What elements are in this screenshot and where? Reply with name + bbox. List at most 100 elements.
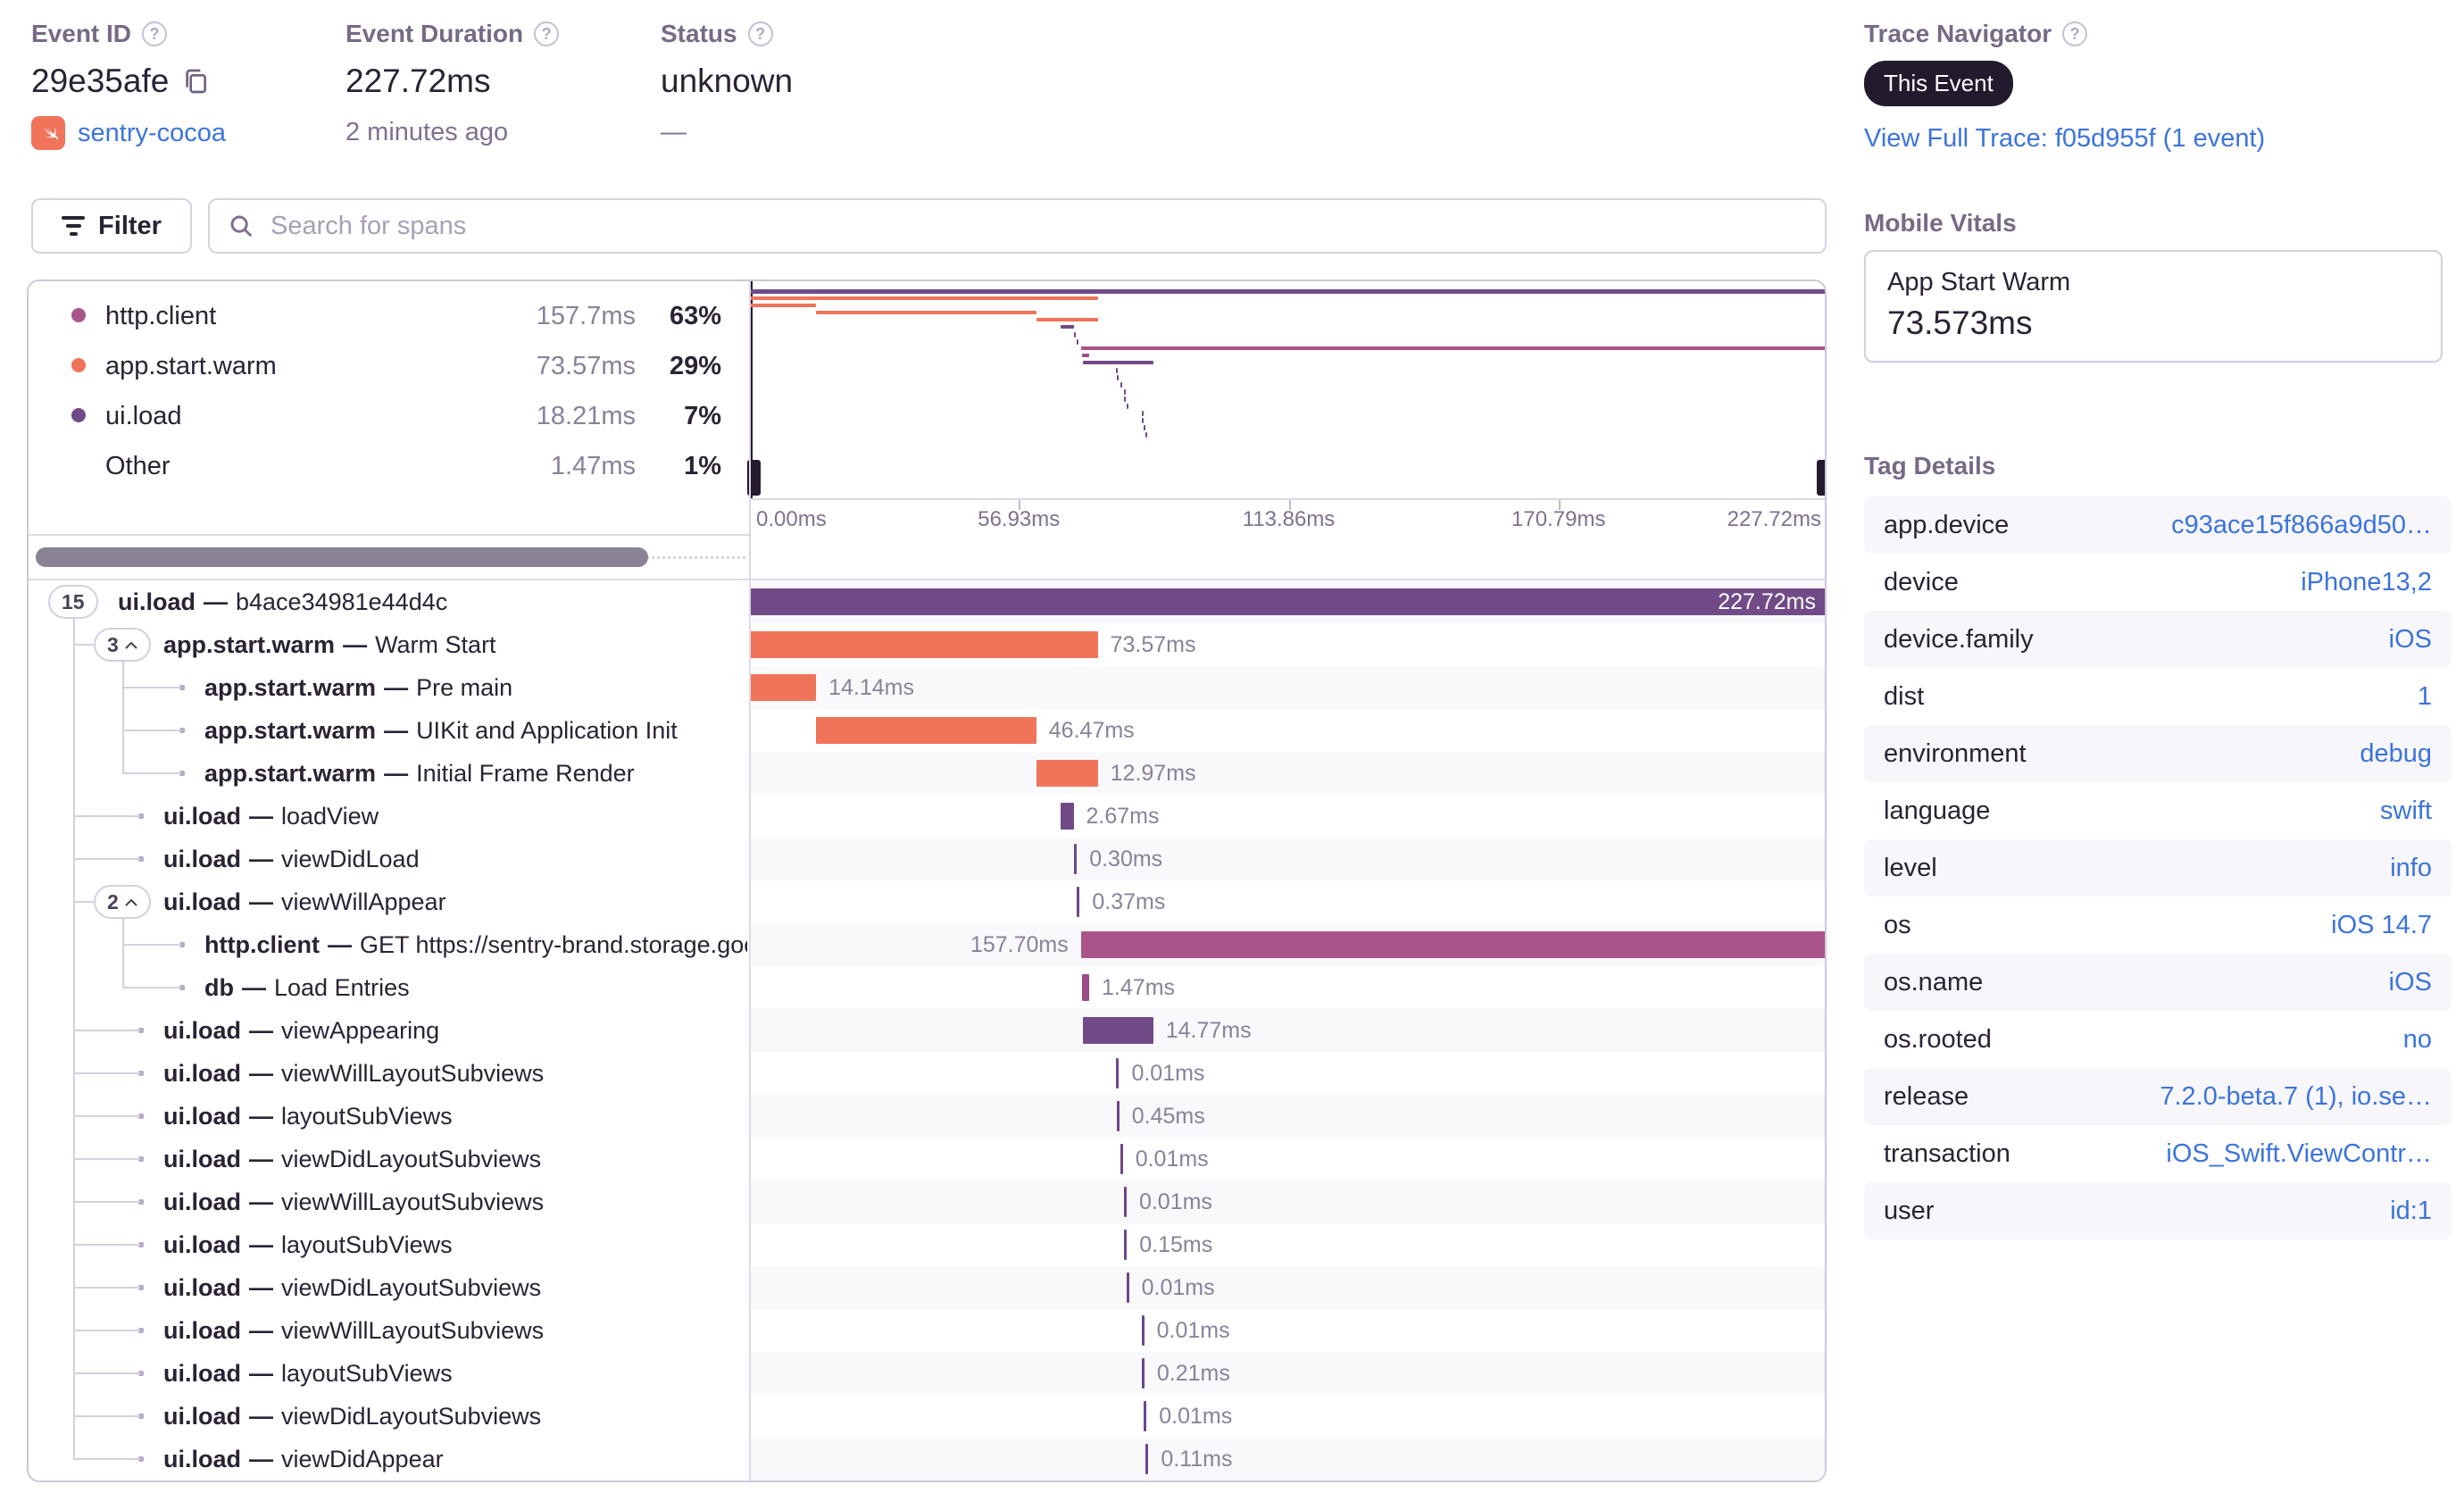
span-row-app.start.warm[interactable]: app.start.warm — Pre main 14.14ms <box>29 666 1825 709</box>
span-row-ui.load[interactable]: 15 ui.load — b4ace34981e44d4c 227.72ms <box>29 580 1825 623</box>
span-bar-app.start.warm[interactable] <box>1036 760 1098 787</box>
app.start.warm-legend-dot <box>71 358 86 372</box>
span-tree-cell: ui.load — viewDidLayoutSubviews <box>29 1266 747 1309</box>
span-row-db[interactable]: db — Load Entries 1.47ms <box>29 966 1825 1009</box>
span-bar-ui.load[interactable] <box>1120 1144 1123 1174</box>
span-duration-label: 0.01ms <box>1135 1147 1209 1172</box>
row-stripe <box>749 1095 1825 1138</box>
span-separator: — <box>328 931 352 958</box>
copy-icon[interactable] <box>181 67 210 96</box>
tag-value-link[interactable]: id:1 <box>2390 1196 2432 1225</box>
tag-value-link[interactable]: iOS <box>2388 624 2432 654</box>
span-bar-ui.load[interactable] <box>1116 1058 1120 1088</box>
span-children-badge[interactable]: 15 <box>48 585 98 619</box>
span-bar-ui.load[interactable] <box>1141 1315 1145 1346</box>
span-row-http.client[interactable]: http.client — GET https://sentry-brand.sto… <box>29 923 1825 966</box>
tag-value-link[interactable]: iOS 14.7 <box>2331 910 2432 939</box>
span-bar-app.start.warm[interactable] <box>816 717 1036 744</box>
span-search <box>208 198 1827 254</box>
span-row-ui.load[interactable]: ui.load — viewDidLoad 0.30ms <box>29 838 1825 880</box>
span-row-ui.load[interactable]: 2 ui.load — viewWillAppear 0.37ms <box>29 880 1825 923</box>
span-bar-ui.load[interactable]: 227.72ms <box>749 588 1825 615</box>
span-tree-cell: ui.load — viewWillLayoutSubviews <box>29 1052 747 1095</box>
span-separator: — <box>384 717 409 744</box>
span-bar-ui.load[interactable] <box>1123 1187 1127 1217</box>
span-description: Initial Frame Render <box>416 760 635 787</box>
tag-value-link[interactable]: swift <box>2380 796 2432 825</box>
span-row-ui.load[interactable]: ui.load — viewWillLayoutSubviews 0.01ms <box>29 1309 1825 1352</box>
help-icon[interactable]: ? <box>534 21 560 46</box>
span-bar-ui.load[interactable] <box>1077 887 1080 917</box>
span-separator: — <box>249 1403 273 1430</box>
span-bar-ui.load[interactable] <box>1141 1358 1145 1389</box>
span-row-ui.load[interactable]: ui.load — viewWillLayoutSubviews 0.01ms <box>29 1180 1825 1223</box>
minimap-right-handle[interactable] <box>1817 460 1825 496</box>
vital-value: 73.573ms <box>1887 304 2033 341</box>
span-row-ui.load[interactable]: ui.load — viewDidLayoutSubviews 0.01ms <box>29 1266 1825 1309</box>
mobile-vital-card[interactable]: App Start Warm 73.573ms <box>1864 250 2443 363</box>
help-icon[interactable]: ? <box>2062 21 2088 46</box>
search-input[interactable] <box>269 210 1807 242</box>
span-row-app.start.warm[interactable]: app.start.warm — Initial Frame Render 12.97… <box>29 752 1825 795</box>
tag-value-link[interactable]: 7.2.0-beta.7 (1), io.se… <box>2160 1081 2432 1111</box>
span-children-badge[interactable]: 2 <box>94 885 151 919</box>
span-bar-db[interactable] <box>1082 974 1090 1001</box>
span-children-badge[interactable]: 3 <box>94 628 151 662</box>
span-op: db <box>204 974 234 1001</box>
span-bar-ui.load[interactable] <box>1145 1444 1149 1474</box>
span-row-app.start.warm[interactable]: app.start.warm — UIKit and Application Ini… <box>29 709 1825 752</box>
trace-minimap[interactable] <box>747 281 1825 498</box>
tag-row-app.device: app.device c93ace15f866a9d50… <box>1864 496 2452 554</box>
span-separator: — <box>384 760 409 787</box>
span-row-ui.load[interactable]: ui.load — viewDidLayoutSubviews 0.01ms <box>29 1138 1825 1180</box>
this-event-badge: This Event <box>1864 61 2013 106</box>
span-bar-ui.load[interactable] <box>1083 1017 1153 1044</box>
span-bar-app.start.warm[interactable] <box>749 631 1098 658</box>
span-row-ui.load[interactable]: ui.load — layoutSubViews 0.21ms <box>29 1352 1825 1395</box>
tag-value-link[interactable]: c93ace15f866a9d50… <box>2171 510 2432 539</box>
connector-line <box>122 687 181 688</box>
tag-value-link[interactable]: no <box>2402 1024 2432 1054</box>
span-bar-app.start.warm[interactable] <box>749 674 817 701</box>
span-row-ui.load[interactable]: ui.load — layoutSubViews 0.45ms <box>29 1095 1825 1138</box>
tag-row-dist: dist 1 <box>1864 668 2452 725</box>
help-icon[interactable]: ? <box>747 21 773 46</box>
tag-row-device.family: device.family iOS <box>1864 611 2452 668</box>
span-op: ui.load <box>163 1360 241 1387</box>
tree-bars-divider[interactable] <box>749 281 751 1480</box>
filter-button[interactable]: Filter <box>31 198 192 254</box>
span-bar-http.client[interactable] <box>1080 931 1825 958</box>
tag-value-link[interactable]: iOS <box>2388 967 2432 997</box>
span-separator: — <box>343 631 368 658</box>
span-bar-ui.load[interactable] <box>1126 1272 1129 1303</box>
span-row-ui.load[interactable]: ui.load — viewAppearing 14.77ms <box>29 1009 1825 1052</box>
tag-key: os.rooted <box>1884 1024 1992 1054</box>
tag-value-link[interactable]: iOS_Swift.ViewContr… <box>2166 1139 2432 1168</box>
span-op: ui.load <box>163 1146 241 1172</box>
span-bar-ui.load[interactable] <box>1124 1230 1128 1260</box>
span-row-ui.load[interactable]: ui.load — viewDidAppear 0.11ms <box>29 1438 1825 1480</box>
connector-dot <box>138 1028 144 1033</box>
project-link[interactable]: sentry-cocoa <box>78 118 227 147</box>
event-duration-label: Event Duration <box>345 20 524 47</box>
tag-value-link[interactable]: iPhone13,2 <box>2301 567 2432 596</box>
span-row-ui.load[interactable]: ui.load — layoutSubViews 0.15ms <box>29 1223 1825 1266</box>
span-separator: — <box>242 974 266 1001</box>
span-row-ui.load[interactable]: ui.load — viewWillLayoutSubviews 0.01ms <box>29 1052 1825 1095</box>
tag-value-link[interactable]: debug <box>2360 738 2432 768</box>
scrollbar-thumb[interactable] <box>36 547 648 567</box>
minimap-span-ui.load <box>1141 411 1144 416</box>
span-row-app.start.warm[interactable]: 3 app.start.warm — Warm Start 73.57ms <box>29 623 1825 666</box>
tag-value-link[interactable]: 1 <box>2417 681 2432 711</box>
span-bar-ui.load[interactable] <box>1074 844 1078 874</box>
span-bar-ui.load[interactable] <box>1144 1401 1147 1431</box>
view-full-trace-link[interactable]: View Full Trace: f05d955f (1 event) <box>1864 124 2266 153</box>
span-bar-ui.load[interactable] <box>1116 1101 1120 1131</box>
help-icon[interactable]: ? <box>142 21 168 46</box>
span-row-ui.load[interactable]: ui.load — loadView 2.67ms <box>29 795 1825 838</box>
span-row-ui.load[interactable]: ui.load — viewDidLayoutSubviews 0.01ms <box>29 1395 1825 1438</box>
span-title: ui.load — viewWillLayoutSubviews <box>163 1309 544 1352</box>
span-tree-cell: db — Load Entries <box>29 966 747 1009</box>
span-bar-ui.load[interactable] <box>1061 803 1074 830</box>
tag-value-link[interactable]: info <box>2390 853 2432 882</box>
